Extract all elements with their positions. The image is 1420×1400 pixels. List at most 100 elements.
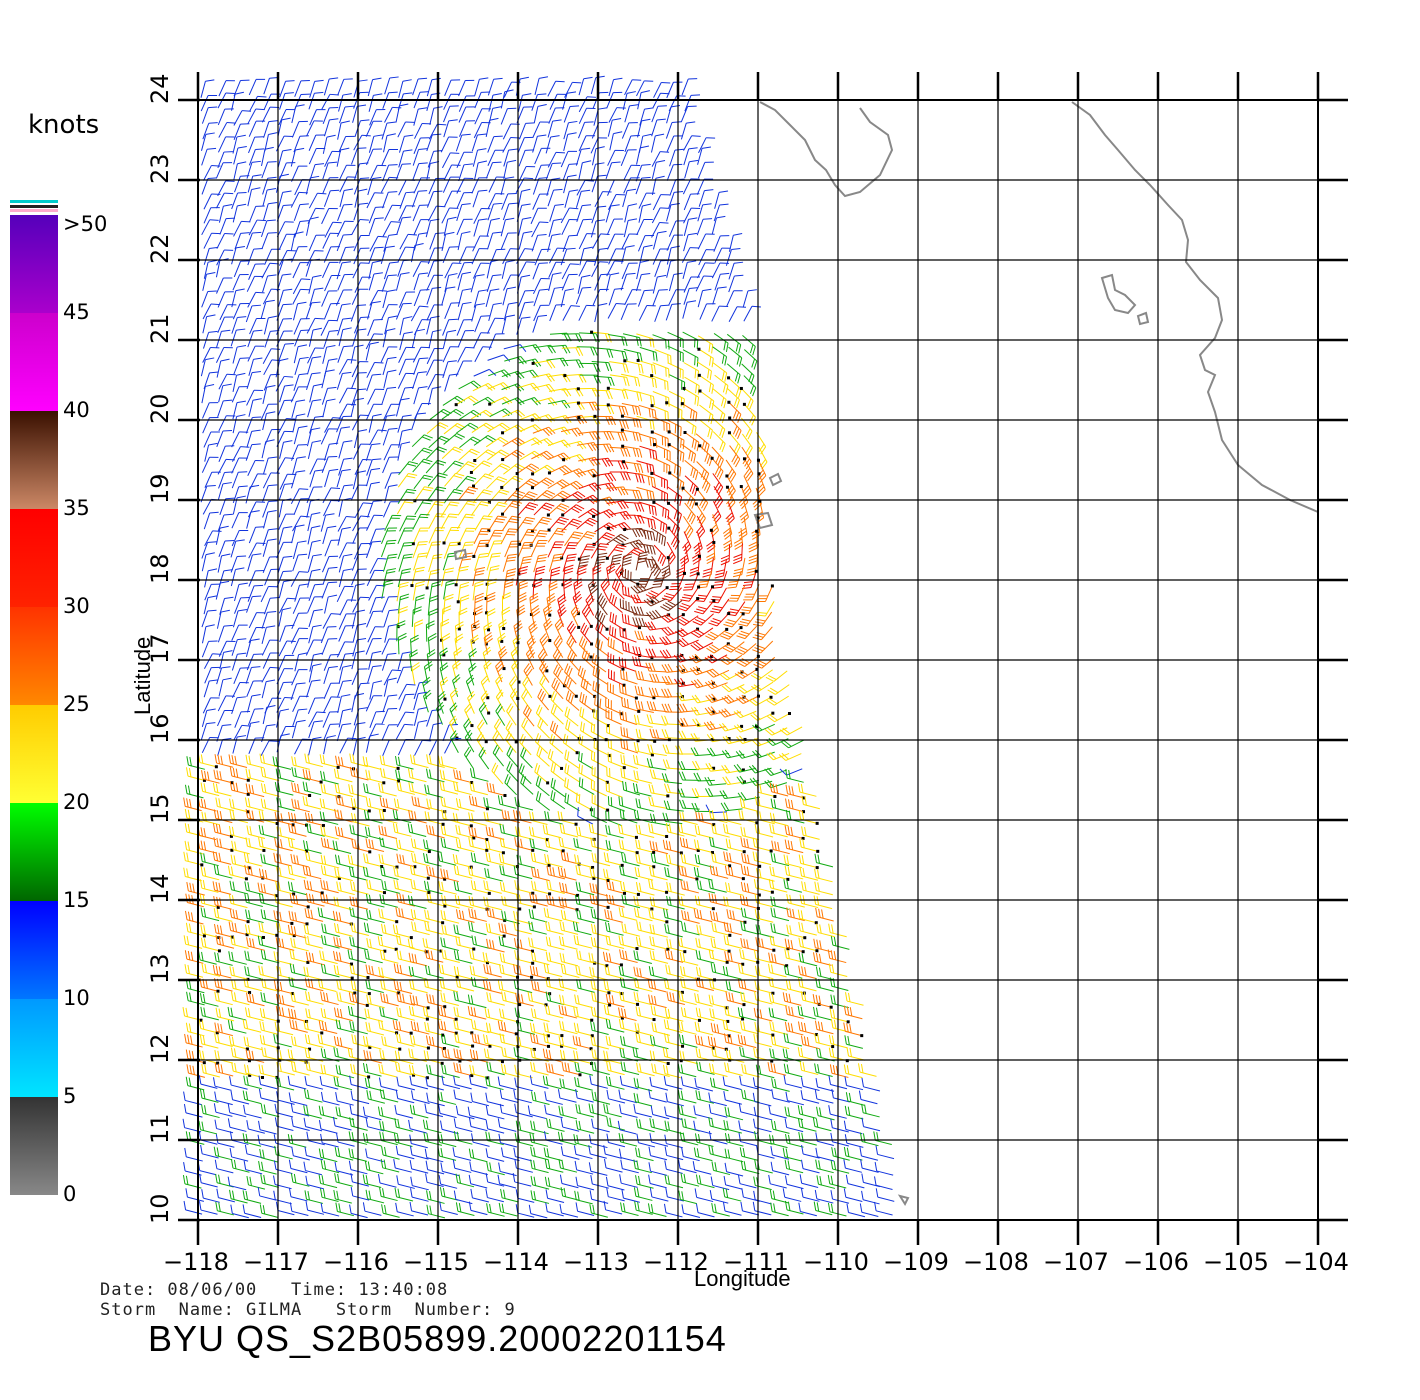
wind-barb-flag [638,448,643,458]
wind-barb-flag [716,215,726,219]
wind-barb-shaft [591,175,599,193]
wind-barb-shaft [396,667,404,684]
wind-barb-flag [344,652,355,655]
wind-barb-shaft [605,162,613,180]
wind-barb-flag [427,652,436,658]
wind-barb-flag [404,134,414,137]
wind-barb-flag [619,627,621,637]
wind-barb-flag [295,524,305,528]
wind-barb-flag [525,665,532,674]
wind-barb-flag [662,649,669,658]
wind-barb-flag [633,594,639,603]
wind-barb-flag [732,425,738,435]
wind-barb-shaft [200,723,207,740]
rain-flag-marker [711,585,715,589]
wind-barb-flag [727,499,734,507]
wind-barb-shaft [697,233,707,250]
wind-barb-shaft [201,149,208,166]
wind-barb-flag [535,571,545,576]
wind-barb-flag [563,583,573,590]
wind-barb-flag [322,754,326,765]
wind-barb-flag [416,328,426,332]
wind-barb-shaft [608,79,615,97]
wind-barb-flag [649,597,657,604]
wind-barb-flag [508,301,518,305]
wind-barb-flag [635,406,639,416]
wind-barb-flag [664,729,669,738]
wind-barb-shaft [682,302,688,319]
wind-barb-flag [630,606,635,615]
wind-barb-flag [736,709,744,717]
wind-barb-flag [447,360,457,363]
wind-barb-shaft [487,79,495,96]
wind-barb-shaft [234,233,242,250]
wind-barb-flag [453,647,462,654]
wind-barb-flag [664,380,666,390]
wind-barb-shaft [218,206,224,223]
wind-barb-flag [343,568,353,572]
wind-barb-flag [537,134,547,137]
wind-barb-flag [719,190,729,193]
wind-barb-shaft [696,178,705,195]
wind-barb-shaft [321,371,327,389]
wind-barb-flag [266,679,276,683]
wind-barb-shaft [368,218,376,235]
wind-barb-flag [347,403,357,406]
wind-barb-flag [614,580,619,590]
wind-barb-shaft [218,373,228,390]
wind-barb-shaft [231,317,238,334]
rain-flag-marker [680,723,684,727]
wind-barb-flag [657,552,662,562]
wind-barb-flag [660,92,670,95]
wind-barb-flag [470,381,479,389]
wind-barb-shaft [444,375,450,392]
wind-barb-flag [740,513,748,521]
wind-barb-shaft [380,247,387,265]
wind-barb-flag [743,581,753,584]
wind-barb-flag [680,628,689,635]
rain-flag-marker [502,667,506,671]
wind-barb-flag [313,720,323,723]
wind-barb-flag [679,692,685,701]
wind-barb-shaft [246,695,253,713]
wind-barb-shaft [457,262,465,279]
wind-barb-flag [696,339,699,349]
wind-barb-flag [235,567,245,570]
rain-flag-marker [726,642,730,646]
wind-barb-flag [418,77,428,80]
wind-barb-flag [523,230,533,234]
wind-barb-shaft [261,162,269,179]
wind-barb-flag [667,381,669,391]
wind-barb-flag [734,544,743,550]
wind-barb-flag [624,614,627,624]
wind-barb-flag [316,711,326,714]
wind-barb-flag [626,471,631,481]
wind-barb-flag [552,648,559,657]
rain-flag-marker [593,414,597,418]
wind-barb-flag [423,458,433,463]
wind-barb-shaft [607,303,617,319]
rain-flag-marker [592,514,596,518]
wind-barb-flag [611,626,614,637]
wind-barb-flag [326,735,336,739]
wind-barb-flag [552,722,556,732]
wind-barb-shaft [564,191,570,208]
wind-barb-flag [727,619,737,623]
wind-barb-flag [584,627,590,636]
wind-barb-shaft [291,165,299,182]
wind-barb-flag [595,667,598,677]
wind-barb-flag [319,754,323,764]
wind-barb-flag [560,440,568,448]
rain-flag-marker [694,656,698,660]
wind-barb-flag [679,496,683,506]
wind-barb-shaft [277,119,283,137]
wind-barb-flag [234,755,237,765]
wind-barb-flag [568,623,575,632]
wind-barb-flag [622,670,625,680]
wind-barb-flag [665,602,674,608]
wind-barb-flag [440,621,450,627]
wind-barb-flag [717,286,727,289]
wind-barb-flag [705,635,714,641]
wind-barb-shaft [698,137,707,154]
wind-barb-shaft [473,220,480,237]
